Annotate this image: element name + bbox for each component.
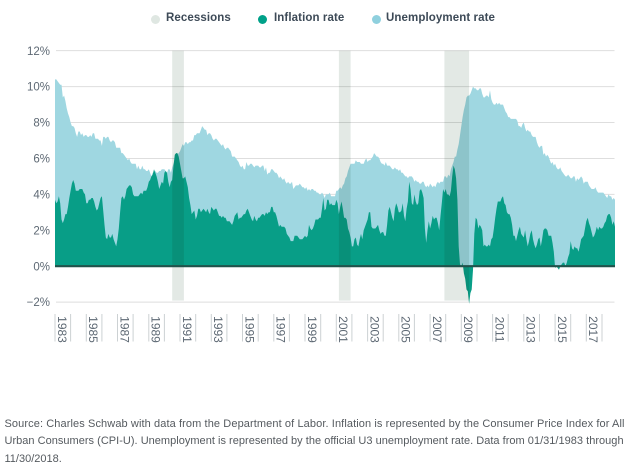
svg-text:2003: 2003: [367, 316, 381, 343]
svg-text:2007: 2007: [430, 316, 444, 343]
svg-text:1993: 1993: [211, 316, 225, 343]
svg-text:1995: 1995: [242, 316, 256, 343]
svg-text:1999: 1999: [305, 316, 319, 343]
svg-text:1983: 1983: [55, 316, 69, 343]
svg-text:1985: 1985: [86, 316, 100, 343]
svg-text:2%: 2%: [33, 225, 50, 237]
svg-text:4%: 4%: [33, 189, 50, 201]
svg-text:−2%: −2%: [27, 297, 50, 309]
svg-text:2013: 2013: [524, 316, 538, 343]
svg-text:1991: 1991: [180, 316, 194, 343]
svg-text:2015: 2015: [555, 316, 569, 343]
svg-text:2017: 2017: [586, 316, 600, 343]
svg-text:2001: 2001: [336, 316, 350, 343]
svg-text:10%: 10%: [27, 82, 50, 94]
svg-text:12%: 12%: [27, 46, 50, 58]
svg-text:1987: 1987: [117, 316, 131, 343]
svg-text:8%: 8%: [33, 118, 50, 130]
svg-text:1989: 1989: [149, 316, 163, 343]
svg-text:6%: 6%: [33, 154, 50, 166]
svg-text:2005: 2005: [399, 316, 413, 343]
svg-text:2009: 2009: [461, 316, 475, 343]
svg-text:0%: 0%: [33, 261, 50, 273]
svg-text:1997: 1997: [274, 316, 288, 343]
svg-text:2011: 2011: [492, 317, 506, 343]
